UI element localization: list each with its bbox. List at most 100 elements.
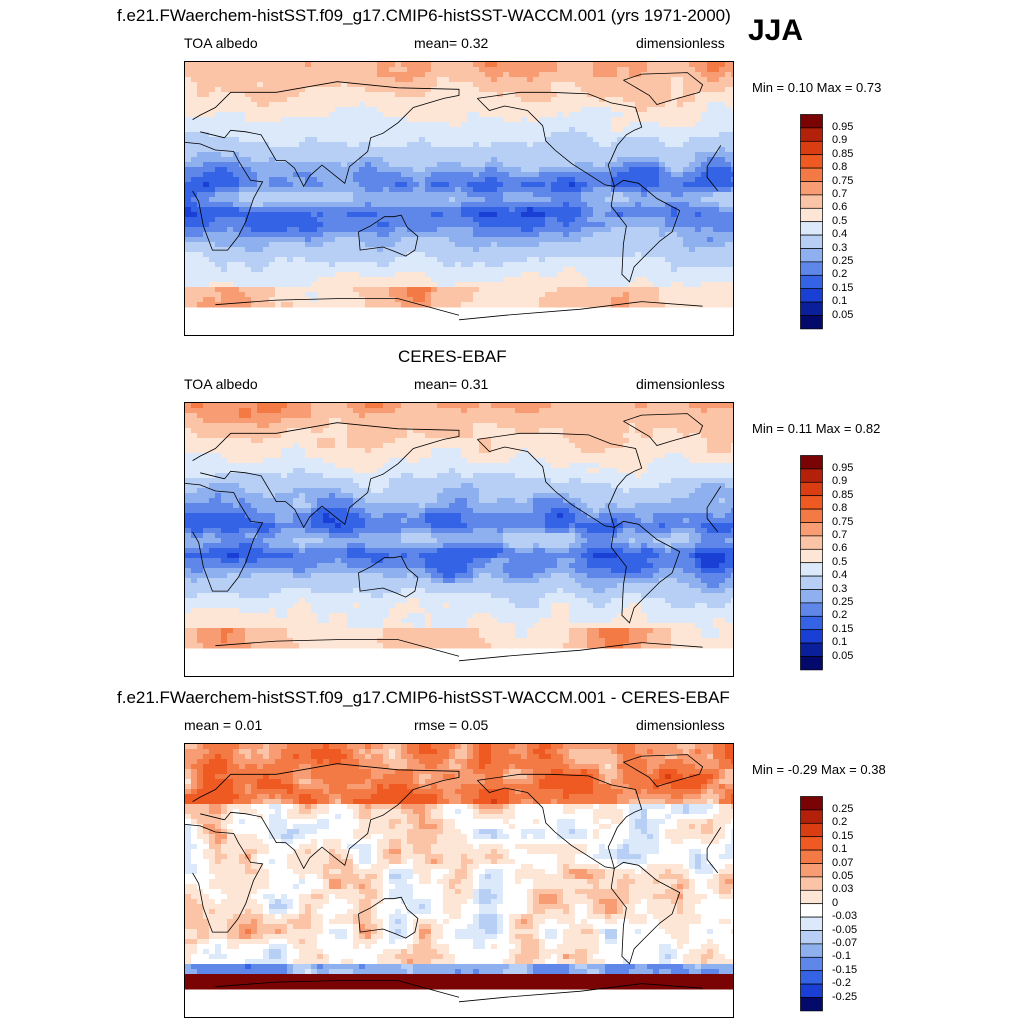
colorbar-tick-label: 0.03 <box>832 883 854 896</box>
field-cells <box>185 62 733 308</box>
coastline <box>215 639 460 657</box>
colorbar-box <box>800 836 823 851</box>
colorbar-box <box>800 261 823 276</box>
colorbar-box <box>800 629 823 644</box>
colorbar-box <box>800 468 823 483</box>
colorbar-tick-label: 0.15 <box>832 622 854 635</box>
colorbar-tick-label: 0.1 <box>832 843 848 856</box>
coastline <box>185 142 264 251</box>
colorbar-box <box>800 154 823 169</box>
panel-obs-title: CERES-EBAF <box>398 347 507 366</box>
coastlines <box>185 413 722 662</box>
panel-model-variable: TOA albedo <box>184 35 258 51</box>
coastline <box>458 301 703 321</box>
colorbar-tick-label: -0.15 <box>832 963 858 976</box>
coastline <box>185 824 264 933</box>
panel-diff-title: f.e21.FWaerchem-histSST.f09_g17.CMIP6-hi… <box>117 688 730 707</box>
panel-model-mean: mean= 0.32 <box>414 35 489 51</box>
panel-model-units: dimensionless <box>636 35 725 51</box>
colorbar-tick-label: 0.5 <box>832 214 848 227</box>
panel-diff-field <box>185 744 733 1003</box>
colorbar-tick-label: 0.85 <box>832 488 854 501</box>
season-label: JJA <box>748 14 804 47</box>
colorbar-tick-label: 0.75 <box>832 174 854 187</box>
coastline <box>215 298 460 316</box>
panel-diff-rmse: rmse = 0.05 <box>414 717 489 733</box>
colorbar-tick-label: 0.95 <box>832 120 854 133</box>
colorbar-box <box>800 876 823 891</box>
colorbar-box <box>800 274 823 290</box>
colorbar-tick-label: 0.05 <box>832 308 854 321</box>
colorbar-box <box>800 181 823 196</box>
colorbar-box <box>800 602 823 617</box>
colorbar-box <box>800 916 823 931</box>
colorbar-tick-label: 0.4 <box>832 569 848 582</box>
colorbar-box <box>800 589 823 604</box>
colorbar-tick-label: 0.1 <box>832 636 848 649</box>
colorbar-box <box>800 943 823 958</box>
coastlines <box>185 72 722 321</box>
colorbar-box <box>800 575 823 590</box>
colorbar-box <box>800 983 823 998</box>
coastline <box>200 131 225 139</box>
colorbar-box <box>800 970 823 985</box>
colorbar-box <box>800 889 823 905</box>
coastline <box>610 179 681 283</box>
panel-model-minmax: Min = 0.10 Max = 0.73 <box>752 80 882 95</box>
colorbar-boxes <box>800 114 823 330</box>
panel-obs-field <box>185 403 733 662</box>
colorbar-tick-label: -0.05 <box>832 923 858 936</box>
colorbar-tick-label: 0.25 <box>832 254 854 267</box>
coastline <box>358 214 419 257</box>
colorbar-box <box>800 248 823 263</box>
panel-diff-colorbar: 0.25 0.2 0.15 0.1 0.07 0.05 0.03 0 -0.03 -0.05 -0.… <box>800 796 857 1017</box>
panel-model-title: f.e21.FWaerchem-histSST.f09_g17.CMIP6-hi… <box>117 6 731 25</box>
coastline <box>458 983 703 1003</box>
panel-model-colorbar: 0.95 0.9 0.85 0.8 0.75 0.7 0.6 0.5 0.4 0.3 0.25 0.2… <box>800 114 853 335</box>
colorbar-tick-label: 0.2 <box>832 816 848 829</box>
panel-obs-colorbar: 0.95 0.9 0.85 0.8 0.75 0.7 0.6 0.5 0.4 0.3 0.25 0.2… <box>800 455 853 676</box>
colorbar-box <box>800 301 823 316</box>
colorbar-tick-label: 0.75 <box>832 515 854 528</box>
coastline <box>192 763 460 870</box>
field-cells <box>185 744 733 990</box>
colorbar-box <box>800 167 823 182</box>
colorbar-box <box>800 194 823 209</box>
coastline <box>358 555 419 598</box>
colorbar-box <box>800 656 823 671</box>
colorbar-box <box>800 562 823 577</box>
colorbar-box <box>800 455 823 470</box>
coastline <box>192 422 460 529</box>
colorbar-box <box>800 234 823 249</box>
coastline <box>706 486 722 533</box>
colorbar-tick-label: -0.07 <box>832 936 858 949</box>
colorbar-box <box>800 956 823 972</box>
colorbar-boxes <box>800 796 823 1012</box>
colorbar-tick-label: 0.3 <box>832 582 848 595</box>
coastline <box>706 827 722 874</box>
panel-model-field <box>185 62 733 321</box>
colorbar-tick-label: 0 <box>832 896 839 909</box>
panel-obs-units: dimensionless <box>636 376 725 392</box>
colorbar-tick-label: 0.7 <box>832 528 848 541</box>
colorbar-tick-label: 0.4 <box>832 228 848 241</box>
colorbar-tick-label: 0.1 <box>832 295 848 308</box>
colorbar-tick-label: 0.9 <box>832 475 848 488</box>
colorbar-box <box>800 288 823 303</box>
colorbar-tick-label: 0.8 <box>832 502 848 515</box>
colorbar-box <box>800 481 823 497</box>
coastline <box>200 813 225 821</box>
colorbar-tick-label: 0.2 <box>832 268 848 281</box>
colorbar-tick-label: -0.03 <box>832 910 858 923</box>
colorbar-tick-label: 0.5 <box>832 555 848 568</box>
colorbar-box <box>800 522 823 537</box>
colorbar-tick-label: 0.7 <box>832 187 848 200</box>
colorbar-box <box>800 114 823 129</box>
colorbar-box <box>800 642 823 657</box>
colorbar-box <box>800 508 823 523</box>
colorbar-tick-label: 0.85 <box>832 147 854 160</box>
panel-diff-map <box>184 743 734 1018</box>
colorbar-tick-label: 0.2 <box>832 609 848 622</box>
colorbar-box <box>800 140 823 156</box>
coastline <box>458 642 703 662</box>
